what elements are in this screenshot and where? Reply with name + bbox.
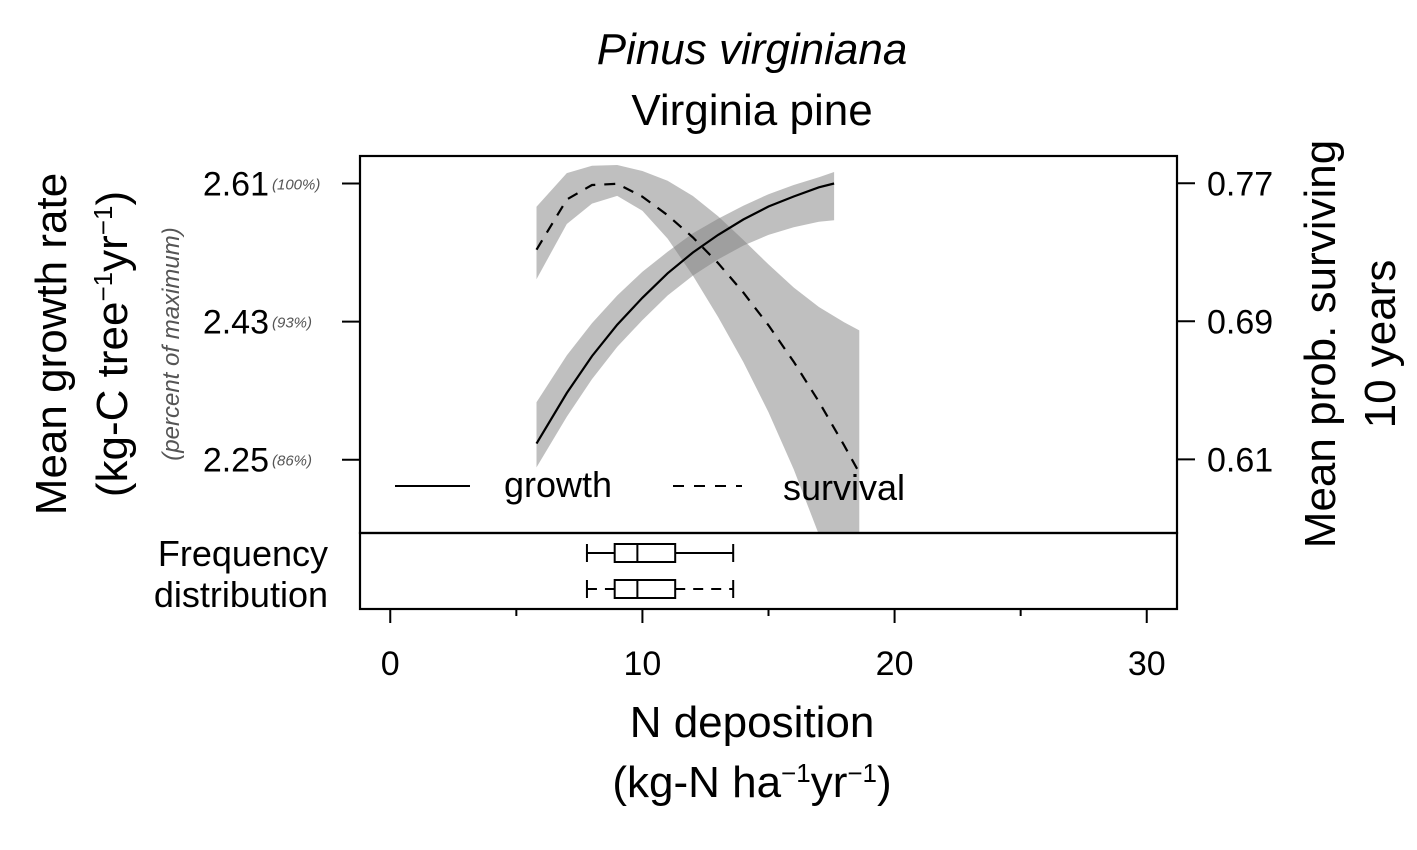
x-axis-title: N deposition — [630, 698, 875, 747]
series-lines — [535, 182, 861, 474]
chart-subtitle: Virginia pine — [631, 86, 872, 135]
y-left-pct-label: (86%) — [272, 453, 312, 470]
y-axis-right-title: Mean prob. surviving — [1296, 140, 1345, 548]
y-axis-left-subtitle: (percent of maximum) — [158, 227, 185, 460]
y-axis-right-title-line2: 10 years — [1356, 260, 1405, 429]
boxplot-survival — [585, 579, 735, 599]
frequency-label-line2: distribution — [154, 574, 328, 615]
axes: 0 10 20 30 2.25 (86%) 2.43 (93%) 2.61 (100%) 0.61 0… — [203, 165, 1273, 683]
series-line-growth — [535, 182, 835, 445]
boxplot-box — [613, 579, 677, 599]
confidence-bands — [536, 165, 860, 533]
y-left-tick-label: 2.25 — [203, 442, 269, 480]
y-left-pct-label: (93%) — [272, 315, 312, 332]
x-tick-label: 20 — [876, 645, 914, 683]
y-axis-left-title-units: (kg-C tree−1yr−1) — [88, 191, 137, 497]
x-tick-label: 10 — [624, 645, 662, 683]
y-right-tick-label: 0.69 — [1207, 303, 1273, 341]
chart-title: Pinus virginiana — [597, 25, 908, 74]
y-left-tick-label: 2.61 — [203, 165, 269, 203]
frequency-label-line1: Frequency — [158, 533, 328, 574]
boxplot-box — [613, 543, 677, 563]
y-right-tick-label: 0.61 — [1207, 441, 1273, 479]
legend-growth-label: growth — [504, 464, 612, 505]
x-tick-label: 30 — [1128, 645, 1166, 683]
frequency-boxplots — [585, 543, 735, 599]
legend: growth survival — [395, 464, 905, 508]
series-line-survival — [535, 182, 861, 474]
y-axis-left-title: Mean growth rate — [27, 173, 76, 515]
confidence-band-growth — [536, 172, 835, 468]
boxplot-growth — [585, 543, 735, 563]
confidence-band-survival — [536, 165, 860, 533]
x-tick-label: 0 — [381, 645, 400, 683]
y-left-pct-label: (100%) — [272, 176, 320, 193]
y-right-tick-label: 0.77 — [1207, 165, 1273, 203]
legend-survival-label: survival — [783, 467, 905, 508]
x-axis-title-units: (kg-N ha−1yr−1) — [612, 758, 891, 807]
y-left-tick-label: 2.43 — [203, 304, 269, 342]
frequency-panel-frame — [358, 531, 1179, 611]
